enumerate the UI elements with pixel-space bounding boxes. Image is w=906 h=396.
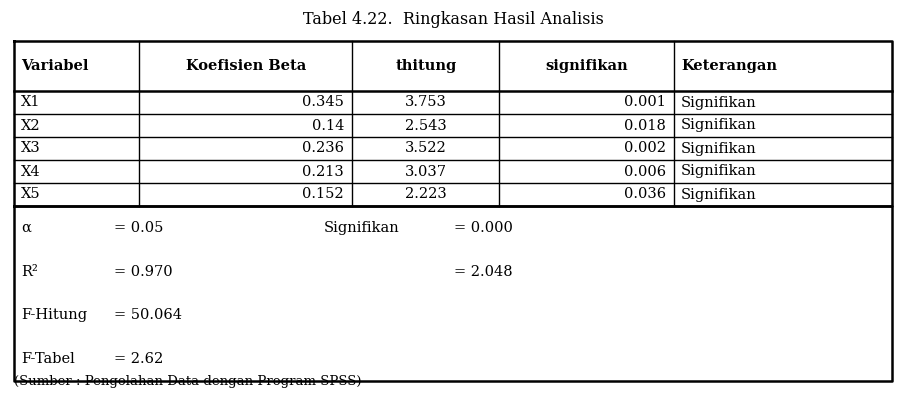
Text: thitung: thitung [395, 59, 457, 73]
Text: 0.006: 0.006 [623, 164, 666, 179]
Text: 2.543: 2.543 [405, 118, 447, 133]
Text: Signifikan: Signifikan [681, 187, 757, 202]
Text: 3.037: 3.037 [405, 164, 447, 179]
Text: F-Hitung: F-Hitung [21, 308, 87, 322]
Text: 0.036: 0.036 [623, 187, 666, 202]
Text: 3.522: 3.522 [405, 141, 447, 156]
Text: Tabel 4.22.  Ringkasan Hasil Analisis: Tabel 4.22. Ringkasan Hasil Analisis [303, 11, 603, 28]
Text: Signifikan: Signifikan [681, 141, 757, 156]
Text: 0.236: 0.236 [302, 141, 344, 156]
Text: 2.223: 2.223 [405, 187, 447, 202]
Text: 0.002: 0.002 [624, 141, 666, 156]
Text: Signifikan: Signifikan [681, 118, 757, 133]
Text: = 0.000: = 0.000 [454, 221, 513, 235]
Text: 0.018: 0.018 [624, 118, 666, 133]
Text: X1: X1 [21, 95, 41, 110]
Text: (Sumber : Pengolahan Data dengan Program SPSS): (Sumber : Pengolahan Data dengan Program… [14, 375, 361, 388]
Text: X3: X3 [21, 141, 41, 156]
Text: 0.213: 0.213 [303, 164, 344, 179]
Text: X2: X2 [21, 118, 41, 133]
Text: 0.14: 0.14 [312, 118, 344, 133]
Text: 0.152: 0.152 [303, 187, 344, 202]
Text: α: α [21, 221, 31, 235]
Text: 0.345: 0.345 [303, 95, 344, 110]
Text: = 2.62: = 2.62 [114, 352, 163, 366]
Text: = 0.970: = 0.970 [114, 265, 173, 279]
Text: Variabel: Variabel [21, 59, 89, 73]
Text: R²: R² [21, 265, 38, 279]
Text: F-Tabel: F-Tabel [21, 352, 75, 366]
Text: = 50.064: = 50.064 [114, 308, 182, 322]
Text: Signifikan: Signifikan [681, 164, 757, 179]
Text: Koefisien Beta: Koefisien Beta [186, 59, 306, 73]
Text: = 0.05: = 0.05 [114, 221, 163, 235]
Text: Signifikan: Signifikan [681, 95, 757, 110]
Text: X4: X4 [21, 164, 41, 179]
Text: X5: X5 [21, 187, 41, 202]
Text: signifikan: signifikan [545, 59, 628, 73]
Text: Signifikan: Signifikan [324, 221, 400, 235]
Text: = 2.048: = 2.048 [454, 265, 513, 279]
Text: 3.753: 3.753 [405, 95, 447, 110]
Text: Keterangan: Keterangan [681, 59, 776, 73]
Text: 0.001: 0.001 [624, 95, 666, 110]
